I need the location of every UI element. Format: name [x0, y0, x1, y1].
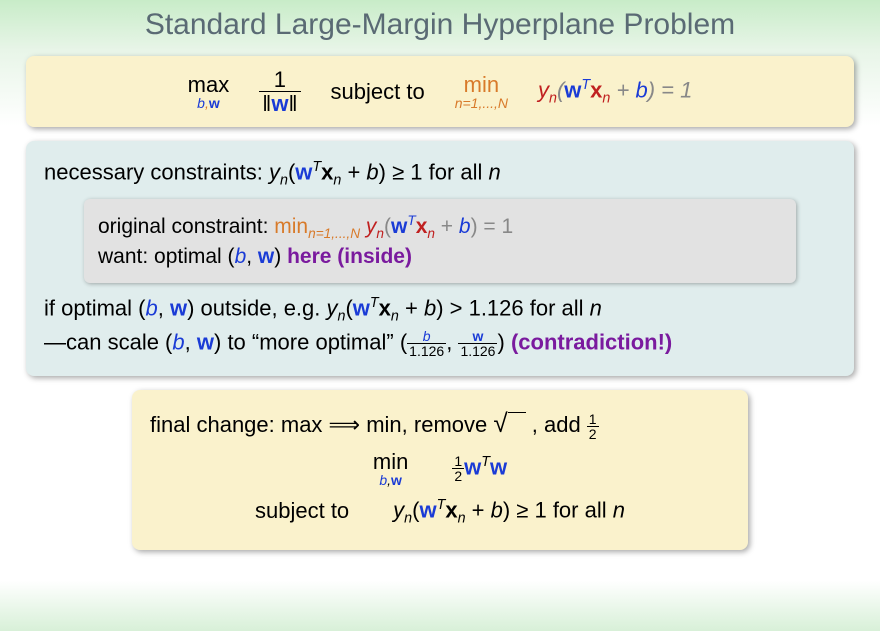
page-title: Standard Large-Margin Hyperplane Problem — [12, 8, 868, 42]
if-optimal-line: if optimal (b, w) outside, e.g. yn(wTxn … — [44, 295, 836, 325]
min-operator-final: min b,w — [373, 451, 408, 487]
problem-formula: max b,w 1 ‖w‖ subject to min n=1,...,N y… — [44, 68, 836, 115]
original-constraint: original constraint: minn=1,...,N yn(wTx… — [98, 213, 782, 241]
constraint-rhs: yn(wTxn + b) = 1 — [538, 77, 692, 107]
final-block: final change: max ⟹ min, remove √ , add … — [132, 390, 748, 550]
min-objective-row: min b,w 12wTw — [150, 451, 730, 487]
problem-block: max b,w 1 ‖w‖ subject to min n=1,...,N y… — [26, 56, 854, 127]
final-constraint: yn(wTxn + b) ≥ 1 for all n — [393, 497, 625, 527]
max-operator: max b,w — [188, 74, 230, 110]
derivation-block: necessary constraints: yn(wTxn + b) ≥ 1 … — [26, 141, 854, 376]
grey-inset: original constraint: minn=1,...,N yn(wTx… — [84, 199, 796, 283]
can-scale-line: —can scale (b, w) to “more optimal” (b1.… — [44, 329, 836, 358]
min-operator: min n=1,...,N — [455, 74, 508, 110]
necessary-constraints: necessary constraints: yn(wTxn + b) ≥ 1 … — [44, 159, 836, 189]
final-change-line: final change: max ⟹ min, remove √ , add … — [150, 408, 730, 441]
one-over-norm: 1 ‖w‖ — [259, 68, 300, 115]
sqrt-bar — [508, 412, 526, 434]
want-line: want: optimal (b, w) here (inside) — [98, 245, 782, 269]
subject-to: subject to — [331, 79, 425, 105]
objective: 12wTw — [452, 454, 507, 483]
subject-to-final: subject to — [255, 498, 349, 524]
subject-to-row: subject to yn(wTxn + b) ≥ 1 for all n — [150, 497, 730, 527]
